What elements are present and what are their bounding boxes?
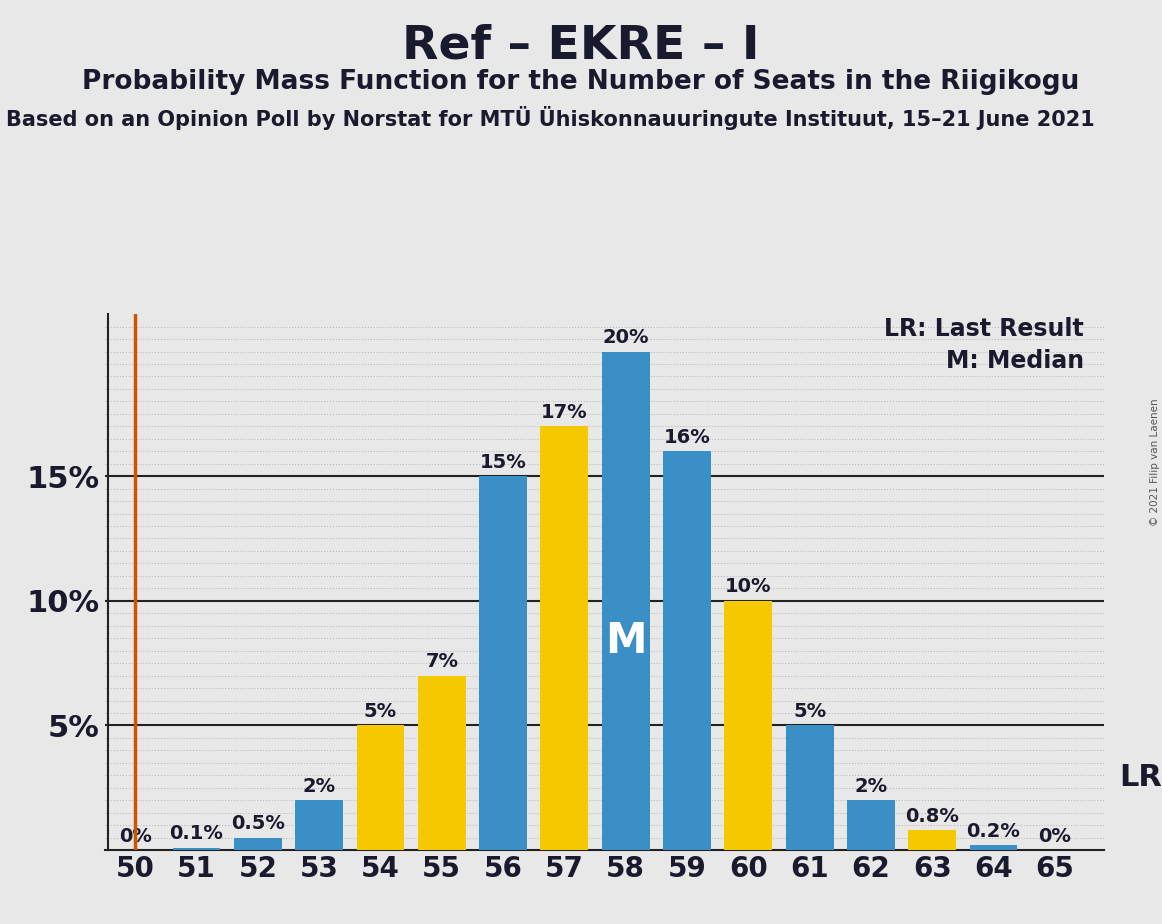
Bar xyxy=(173,847,221,850)
Bar xyxy=(418,675,466,850)
Text: LR: LR xyxy=(1119,763,1162,792)
Bar xyxy=(234,838,281,850)
Bar xyxy=(602,351,650,850)
Text: 0.1%: 0.1% xyxy=(170,824,223,843)
Bar xyxy=(295,800,343,850)
Bar xyxy=(847,800,895,850)
Text: 5%: 5% xyxy=(364,702,397,721)
Bar xyxy=(664,451,711,850)
Bar xyxy=(357,725,404,850)
Text: LR: Last Result: LR: Last Result xyxy=(884,317,1084,341)
Bar xyxy=(909,830,956,850)
Text: 0.8%: 0.8% xyxy=(905,807,959,826)
Text: © 2021 Filip van Laenen: © 2021 Filip van Laenen xyxy=(1149,398,1160,526)
Text: M: M xyxy=(605,620,646,662)
Bar xyxy=(540,426,588,850)
Text: M: Median: M: Median xyxy=(946,349,1084,373)
Bar xyxy=(969,845,1018,850)
Text: 16%: 16% xyxy=(664,428,710,447)
Bar xyxy=(786,725,833,850)
Text: 20%: 20% xyxy=(602,328,648,347)
Bar xyxy=(479,476,528,850)
Text: Probability Mass Function for the Number of Seats in the Riigikogu: Probability Mass Function for the Number… xyxy=(83,69,1079,95)
Bar xyxy=(724,601,773,850)
Text: 0.2%: 0.2% xyxy=(967,821,1020,841)
Text: 0%: 0% xyxy=(1039,827,1071,845)
Text: 0%: 0% xyxy=(119,827,152,845)
Text: 10%: 10% xyxy=(725,578,772,596)
Text: 17%: 17% xyxy=(541,403,588,422)
Text: 5%: 5% xyxy=(792,702,826,721)
Text: 2%: 2% xyxy=(302,777,336,796)
Text: 15%: 15% xyxy=(480,453,526,471)
Text: 7%: 7% xyxy=(425,652,458,671)
Text: Based on an Opinion Poll by Norstat for MTÜ Ühiskonnauuringute Instituut, 15–21 : Based on an Opinion Poll by Norstat for … xyxy=(6,106,1095,130)
Text: 0.5%: 0.5% xyxy=(231,814,285,833)
Text: Ref – EKRE – I: Ref – EKRE – I xyxy=(402,23,760,68)
Text: 2%: 2% xyxy=(854,777,888,796)
